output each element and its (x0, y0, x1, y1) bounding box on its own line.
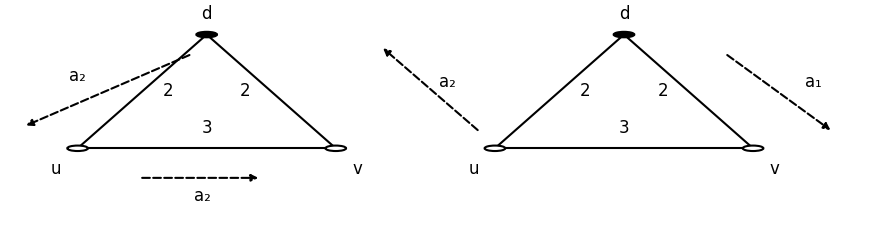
Text: a₂: a₂ (194, 187, 210, 205)
Text: 3: 3 (618, 119, 629, 137)
Circle shape (742, 146, 762, 151)
Text: a₂: a₂ (69, 67, 86, 84)
Text: 2: 2 (239, 83, 251, 100)
Text: 3: 3 (201, 119, 211, 137)
Text: u: u (51, 160, 61, 178)
Text: a₂: a₂ (438, 73, 455, 91)
Text: v: v (769, 160, 779, 178)
Text: v: v (352, 160, 362, 178)
Text: a₁: a₁ (804, 73, 821, 91)
Circle shape (613, 32, 633, 37)
Text: d: d (201, 5, 211, 23)
Text: 2: 2 (162, 83, 173, 100)
Text: d: d (618, 5, 629, 23)
Circle shape (68, 146, 88, 151)
Text: u: u (467, 160, 478, 178)
Circle shape (196, 32, 217, 37)
Text: 2: 2 (657, 83, 667, 100)
Circle shape (484, 146, 504, 151)
Text: 2: 2 (580, 83, 590, 100)
Circle shape (325, 146, 346, 151)
